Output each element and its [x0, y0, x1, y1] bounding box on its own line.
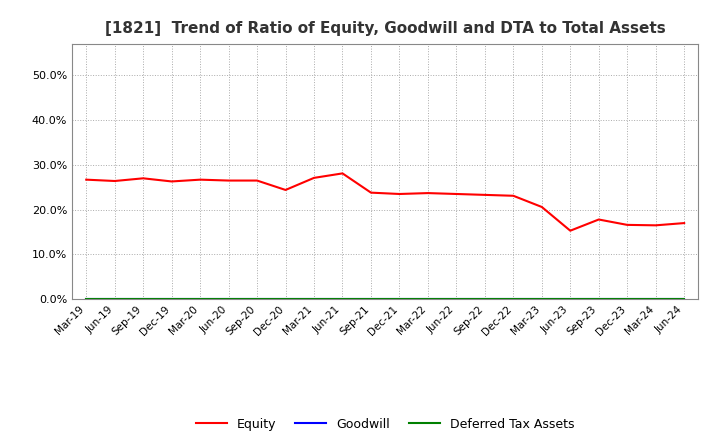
Equity	[537, 204, 546, 209]
Deferred Tax Assets	[310, 297, 318, 302]
Goodwill	[423, 297, 432, 302]
Goodwill	[338, 297, 347, 302]
Deferred Tax Assets	[423, 297, 432, 302]
Deferred Tax Assets	[395, 297, 404, 302]
Goodwill	[139, 297, 148, 302]
Equity	[480, 192, 489, 198]
Equity	[423, 191, 432, 196]
Equity	[395, 191, 404, 197]
Line: Equity: Equity	[86, 173, 684, 231]
Goodwill	[452, 297, 461, 302]
Goodwill	[82, 297, 91, 302]
Equity	[680, 220, 688, 226]
Deferred Tax Assets	[652, 297, 660, 302]
Goodwill	[680, 297, 688, 302]
Goodwill	[537, 297, 546, 302]
Equity	[566, 228, 575, 233]
Equity	[196, 177, 204, 182]
Deferred Tax Assets	[537, 297, 546, 302]
Goodwill	[110, 297, 119, 302]
Goodwill	[196, 297, 204, 302]
Equity	[452, 191, 461, 197]
Deferred Tax Assets	[509, 297, 518, 302]
Goodwill	[366, 297, 375, 302]
Deferred Tax Assets	[82, 297, 91, 302]
Deferred Tax Assets	[366, 297, 375, 302]
Equity	[595, 217, 603, 222]
Goodwill	[395, 297, 404, 302]
Goodwill	[167, 297, 176, 302]
Deferred Tax Assets	[680, 297, 688, 302]
Goodwill	[652, 297, 660, 302]
Deferred Tax Assets	[253, 297, 261, 302]
Goodwill	[595, 297, 603, 302]
Goodwill	[282, 297, 290, 302]
Goodwill	[509, 297, 518, 302]
Equity	[167, 179, 176, 184]
Goodwill	[225, 297, 233, 302]
Deferred Tax Assets	[452, 297, 461, 302]
Deferred Tax Assets	[566, 297, 575, 302]
Goodwill	[480, 297, 489, 302]
Title: [1821]  Trend of Ratio of Equity, Goodwill and DTA to Total Assets: [1821] Trend of Ratio of Equity, Goodwil…	[105, 21, 665, 36]
Equity	[253, 178, 261, 183]
Deferred Tax Assets	[282, 297, 290, 302]
Deferred Tax Assets	[110, 297, 119, 302]
Deferred Tax Assets	[623, 297, 631, 302]
Equity	[82, 177, 91, 182]
Equity	[139, 176, 148, 181]
Deferred Tax Assets	[480, 297, 489, 302]
Deferred Tax Assets	[338, 297, 347, 302]
Equity	[310, 175, 318, 180]
Deferred Tax Assets	[196, 297, 204, 302]
Deferred Tax Assets	[139, 297, 148, 302]
Equity	[509, 193, 518, 198]
Deferred Tax Assets	[167, 297, 176, 302]
Equity	[110, 178, 119, 183]
Equity	[652, 223, 660, 228]
Legend: Equity, Goodwill, Deferred Tax Assets: Equity, Goodwill, Deferred Tax Assets	[191, 413, 580, 436]
Deferred Tax Assets	[595, 297, 603, 302]
Equity	[366, 190, 375, 195]
Equity	[225, 178, 233, 183]
Equity	[282, 187, 290, 193]
Goodwill	[623, 297, 631, 302]
Equity	[623, 222, 631, 227]
Goodwill	[310, 297, 318, 302]
Deferred Tax Assets	[225, 297, 233, 302]
Goodwill	[566, 297, 575, 302]
Equity	[338, 171, 347, 176]
Goodwill	[253, 297, 261, 302]
